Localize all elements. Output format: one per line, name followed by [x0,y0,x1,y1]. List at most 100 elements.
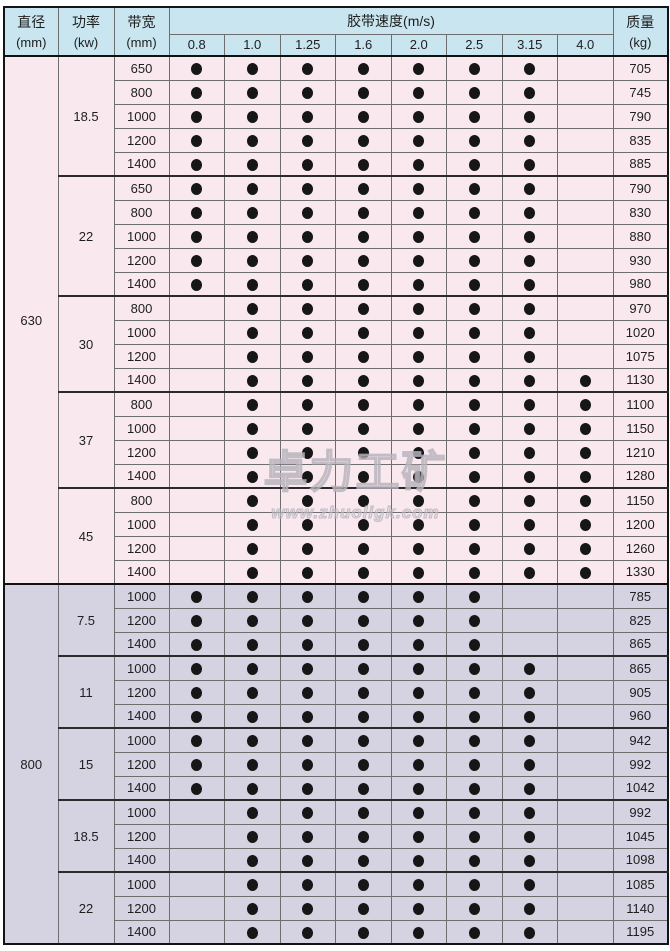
availability-dot-icon [302,231,314,244]
availability-dot-icon [302,423,314,436]
availability-dot-icon [246,831,258,844]
speed-available-cell [390,439,447,465]
availability-dot-icon [468,807,480,820]
availability-dot-icon [468,111,480,124]
speed-available-cell [224,559,281,585]
availability-dot-icon [468,158,480,171]
mass-cell: 992 [612,799,669,825]
speed-available-cell [279,871,336,897]
speed-available-cell [168,103,225,129]
speed-available-cell [390,703,447,729]
speed-available-cell [279,463,336,489]
speed-available-cell [224,127,281,153]
availability-dot-icon [357,566,369,579]
speed-available-cell [390,199,447,225]
speed-available-cell [168,127,225,153]
availability-dot-icon [246,63,258,76]
availability-dot-icon [524,831,536,844]
availability-dot-icon [579,495,591,508]
speed-unavailable-cell [557,223,614,249]
speed-available-cell [501,871,558,897]
availability-dot-icon [302,399,314,412]
speed-available-cell [224,199,281,225]
availability-dot-icon [246,879,258,892]
mass-label: 质量 [626,13,655,30]
table-row: 800 830 [4,199,669,225]
belt-width-cell: 1400 [113,367,170,393]
speed-available-cell [224,175,281,201]
speed-available-cell [335,295,392,321]
speed-available-cell [446,727,503,753]
availability-dot-icon [302,63,314,76]
availability-dot-icon [579,470,591,483]
availability-dot-icon [357,351,369,364]
availability-dot-icon [524,879,536,892]
availability-dot-icon [246,135,258,148]
speed-column-header: 3.15 [501,33,558,57]
table-row: 1200 1260 [4,535,669,561]
speed-unavailable-cell [168,415,225,441]
speed-available-cell [501,151,558,177]
availability-dot-icon [246,231,258,244]
speed-available-cell [446,535,503,561]
table-row: 1200 930 [4,247,669,273]
availability-dot-icon [468,63,480,76]
speed-available-cell [557,439,614,465]
speed-available-cell [446,247,503,273]
speed-available-cell [335,79,392,105]
speed-available-cell [224,247,281,273]
table-row: 37 800 1100 [4,391,669,489]
availability-dot-icon [579,543,591,556]
availability-dot-icon [413,854,425,867]
speed-available-cell [390,535,447,561]
speed-available-cell [224,847,281,873]
mass-cell: 1098 [612,847,669,873]
availability-dot-icon [246,782,258,795]
speed-available-cell [446,151,503,177]
speed-available-cell [168,583,225,609]
availability-dot-icon [413,374,425,387]
speed-available-cell [390,895,447,921]
speed-available-cell [501,847,558,873]
speed-available-cell [224,919,281,945]
availability-dot-icon [468,327,480,340]
availability-dot-icon [579,566,591,579]
speed-available-cell [224,439,281,465]
availability-dot-icon [524,87,536,100]
speed-available-cell [446,751,503,777]
availability-dot-icon [191,782,203,795]
speed-available-cell [335,919,392,945]
power-cell: 18.5 [57,799,115,873]
mass-cell: 1140 [612,895,669,921]
speed-available-cell [501,367,558,393]
availability-dot-icon [191,687,203,700]
speed-available-cell [335,823,392,849]
availability-dot-icon [357,158,369,171]
diameter-cell: 800 [3,583,59,945]
speed-available-cell [335,319,392,345]
speed-available-cell [224,79,281,105]
availability-dot-icon [357,519,369,532]
belt-width-cell: 1000 [113,583,170,609]
availability-dot-icon [357,687,369,700]
belt-width-label: 带宽 [127,13,156,30]
speed-unavailable-cell [557,679,614,705]
speed-available-cell [279,751,336,777]
availability-dot-icon [413,687,425,700]
availability-dot-icon [524,735,536,748]
speed-available-cell [501,175,558,201]
availability-dot-icon [302,759,314,772]
power-cell: 22 [57,175,115,297]
speed-available-cell [279,127,336,153]
availability-dot-icon [191,663,203,676]
speed-available-cell [224,415,281,441]
mass-cell: 905 [612,679,669,705]
availability-dot-icon [468,231,480,244]
speed-available-cell [335,247,392,273]
speed-available-cell [446,271,503,297]
availability-dot-icon [413,735,425,748]
availability-dot-icon [468,591,480,604]
speed-unavailable-cell [557,271,614,297]
availability-dot-icon [468,374,480,387]
availability-dot-icon [246,638,258,651]
